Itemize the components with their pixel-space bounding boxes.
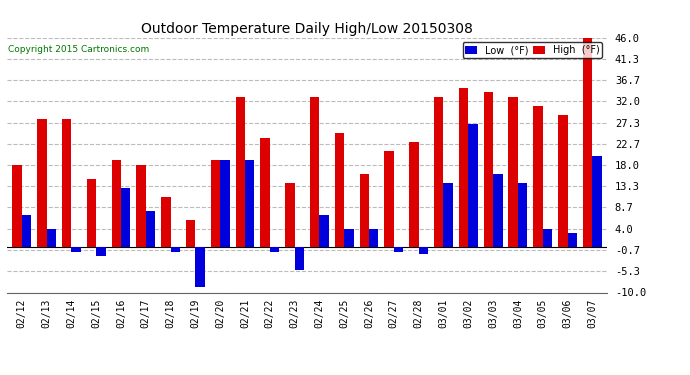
Bar	[220, 160, 230, 247]
Bar	[87, 178, 96, 247]
Bar	[211, 160, 220, 247]
Bar	[335, 133, 344, 247]
Bar	[509, 97, 518, 247]
Bar	[369, 229, 379, 247]
Bar	[146, 210, 155, 247]
Bar	[186, 220, 195, 247]
Bar	[62, 120, 71, 247]
Bar	[409, 142, 419, 247]
Bar	[493, 174, 502, 247]
Bar	[235, 97, 245, 247]
Bar	[121, 188, 130, 247]
Bar	[419, 247, 428, 254]
Bar	[245, 160, 255, 247]
Bar	[22, 215, 31, 247]
Bar	[444, 183, 453, 247]
Bar	[310, 97, 319, 247]
Bar	[518, 183, 527, 247]
Bar	[344, 229, 354, 247]
Bar	[12, 165, 22, 247]
Text: Copyright 2015 Cartronics.com: Copyright 2015 Cartronics.com	[8, 45, 150, 54]
Bar	[394, 247, 403, 252]
Bar	[260, 138, 270, 247]
Bar	[567, 233, 577, 247]
Legend: Low  (°F), High  (°F): Low (°F), High (°F)	[462, 42, 602, 58]
Bar	[295, 247, 304, 270]
Bar	[71, 247, 81, 252]
Bar	[161, 197, 170, 247]
Bar	[47, 229, 56, 247]
Title: Outdoor Temperature Daily High/Low 20150308: Outdoor Temperature Daily High/Low 20150…	[141, 22, 473, 36]
Bar	[434, 97, 444, 247]
Bar	[319, 215, 329, 247]
Bar	[96, 247, 106, 256]
Bar	[170, 247, 180, 252]
Bar	[469, 124, 477, 247]
Bar	[533, 106, 543, 247]
Bar	[384, 152, 394, 247]
Bar	[112, 160, 121, 247]
Bar	[37, 120, 47, 247]
Bar	[137, 165, 146, 247]
Bar	[270, 247, 279, 252]
Bar	[484, 92, 493, 247]
Bar	[543, 229, 552, 247]
Bar	[558, 115, 567, 247]
Bar	[285, 183, 295, 247]
Bar	[195, 247, 205, 286]
Bar	[583, 38, 592, 247]
Bar	[592, 156, 602, 247]
Bar	[359, 174, 369, 247]
Bar	[459, 88, 469, 247]
